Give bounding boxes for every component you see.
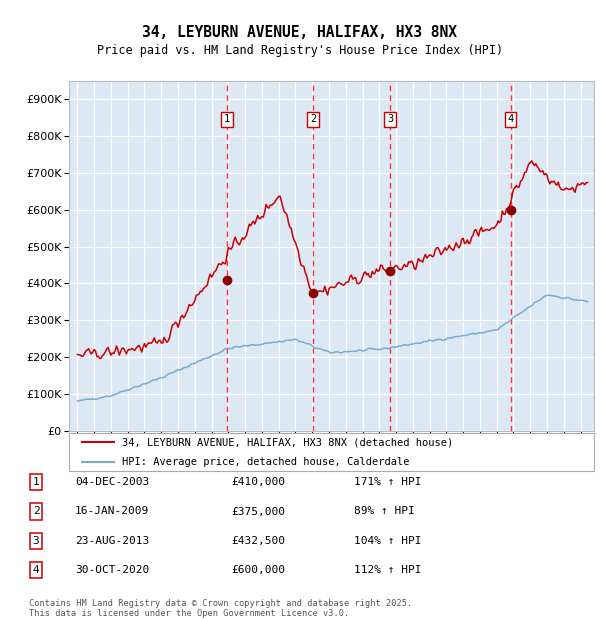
Text: 1: 1 — [224, 114, 230, 125]
Text: £410,000: £410,000 — [231, 477, 285, 487]
Point — [506, 205, 515, 215]
Text: 2: 2 — [310, 114, 316, 125]
Text: Contains HM Land Registry data © Crown copyright and database right 2025.
This d: Contains HM Land Registry data © Crown c… — [29, 599, 412, 618]
Text: £432,500: £432,500 — [231, 536, 285, 546]
Text: 34, LEYBURN AVENUE, HALIFAX, HX3 8NX: 34, LEYBURN AVENUE, HALIFAX, HX3 8NX — [143, 25, 458, 40]
Text: 89% ↑ HPI: 89% ↑ HPI — [354, 507, 415, 516]
Text: 34, LEYBURN AVENUE, HALIFAX, HX3 8NX (detached house): 34, LEYBURN AVENUE, HALIFAX, HX3 8NX (de… — [121, 437, 453, 448]
Text: £375,000: £375,000 — [231, 507, 285, 516]
Point — [308, 288, 318, 298]
Text: £600,000: £600,000 — [231, 565, 285, 575]
Text: 4: 4 — [32, 565, 40, 575]
Text: 171% ↑ HPI: 171% ↑ HPI — [354, 477, 421, 487]
Text: 3: 3 — [32, 536, 40, 546]
Point — [222, 275, 232, 285]
Text: 4: 4 — [508, 114, 514, 125]
Text: Price paid vs. HM Land Registry's House Price Index (HPI): Price paid vs. HM Land Registry's House … — [97, 45, 503, 57]
Text: 30-OCT-2020: 30-OCT-2020 — [75, 565, 149, 575]
Point — [385, 267, 395, 277]
Text: 1: 1 — [32, 477, 40, 487]
Text: 3: 3 — [387, 114, 393, 125]
Text: 23-AUG-2013: 23-AUG-2013 — [75, 536, 149, 546]
Text: 16-JAN-2009: 16-JAN-2009 — [75, 507, 149, 516]
Text: 104% ↑ HPI: 104% ↑ HPI — [354, 536, 421, 546]
Text: 2: 2 — [32, 507, 40, 516]
Text: HPI: Average price, detached house, Calderdale: HPI: Average price, detached house, Cald… — [121, 456, 409, 467]
Text: 112% ↑ HPI: 112% ↑ HPI — [354, 565, 421, 575]
Text: 04-DEC-2003: 04-DEC-2003 — [75, 477, 149, 487]
